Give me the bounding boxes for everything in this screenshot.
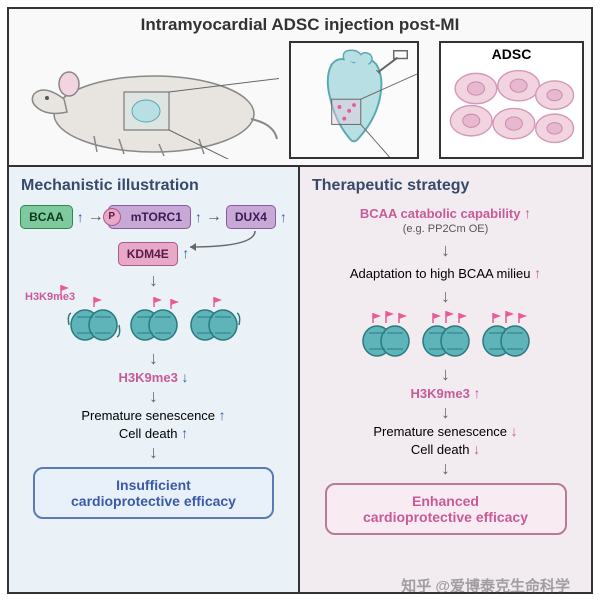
kdm-row: KDM4E ↑ (17, 233, 290, 271)
main-container: Intramyocardial ADSC injection post-MI (7, 7, 593, 594)
down-arrow-icon: ↓ (17, 349, 290, 367)
arrow-icon: → (206, 208, 222, 226)
down-arrow-icon: ↓ (17, 271, 290, 289)
histone-icon (67, 295, 121, 343)
histone-icon (479, 311, 533, 359)
therapeutic-panel: Therapeutic strategy BCAA catabolic capa… (300, 167, 591, 592)
mouse-illustration (19, 44, 279, 159)
bcaa-box: BCAA (20, 205, 73, 229)
up-arrow-icon: ↑ (195, 209, 202, 225)
mtor-box: P mTORC1 (108, 205, 191, 229)
capability-text: BCAA catabolic capability ↑ (308, 205, 583, 221)
result-line2: cardioprotective efficacy (335, 509, 557, 525)
histone-area (308, 311, 583, 359)
result-box: Insufficient cardioprotective efficacy (33, 467, 273, 519)
senescence-text: Premature senescence ↑ (17, 407, 290, 423)
watermark: 知乎 @爱博泰克生命科学 (401, 575, 570, 596)
result-line1: Enhanced (335, 493, 557, 509)
down-arrow-icon: ↓ (308, 365, 583, 383)
mtor-label: mTORC1 (131, 210, 182, 224)
right-title: Therapeutic strategy (312, 177, 583, 195)
result-box: Enhanced cardioprotective efficacy (325, 483, 567, 535)
result-line2: cardioprotective efficacy (43, 493, 263, 509)
adsc-label: ADSC (441, 46, 582, 62)
histone-area: H3K9me3 (17, 295, 290, 343)
down-arrow-icon: ↓ (308, 403, 583, 421)
histone-icon (419, 311, 473, 359)
adsc-zoom-box: ADSC (439, 41, 584, 159)
arrow-icon: → (88, 208, 104, 226)
capability-sub: (e.g. PP2Cm OE) (308, 223, 583, 235)
histone-icon (359, 311, 413, 359)
curved-arrow-icon (180, 229, 260, 255)
top-panel: Intramyocardial ADSC injection post-MI (9, 9, 591, 167)
kdm-box: KDM4E (118, 242, 178, 266)
histone-icon (187, 295, 241, 343)
main-title: Intramyocardial ADSC injection post-MI (15, 15, 585, 35)
result-line1: Insufficient (43, 477, 263, 493)
heart-zoom-box (289, 41, 419, 159)
death-text: Cell death ↑ (17, 425, 290, 441)
left-title: Mechanistic illustration (21, 177, 290, 195)
down-arrow-icon: ↓ (308, 459, 583, 477)
bottom-panels: Mechanistic illustration BCAA ↑ → P mTOR… (9, 167, 591, 592)
down-arrow-icon: ↓ (17, 443, 290, 461)
adapt-text: Adaptation to high BCAA milieu ↑ (308, 265, 583, 281)
h3k-text: H3K9me3 ↑ (308, 385, 583, 401)
mechanistic-panel: Mechanistic illustration BCAA ↑ → P mTOR… (9, 167, 300, 592)
dux-box: DUX4 (226, 205, 276, 229)
down-arrow-icon: ↓ (308, 287, 583, 305)
down-arrow-icon: ↓ (17, 387, 290, 405)
senescence-text: Premature senescence ↓ (308, 423, 583, 439)
death-text: Cell death ↓ (308, 441, 583, 457)
h3k-text: H3K9me3 ↓ (17, 369, 290, 385)
up-arrow-icon: ↑ (280, 209, 287, 225)
pathway-row: BCAA ↑ → P mTORC1 ↑ → DUX4 ↑ (17, 205, 290, 229)
down-arrow-icon: ↓ (308, 241, 583, 259)
histone-icon (127, 295, 181, 343)
phospho-badge: P (103, 208, 121, 226)
up-arrow-icon: ↑ (77, 209, 84, 225)
